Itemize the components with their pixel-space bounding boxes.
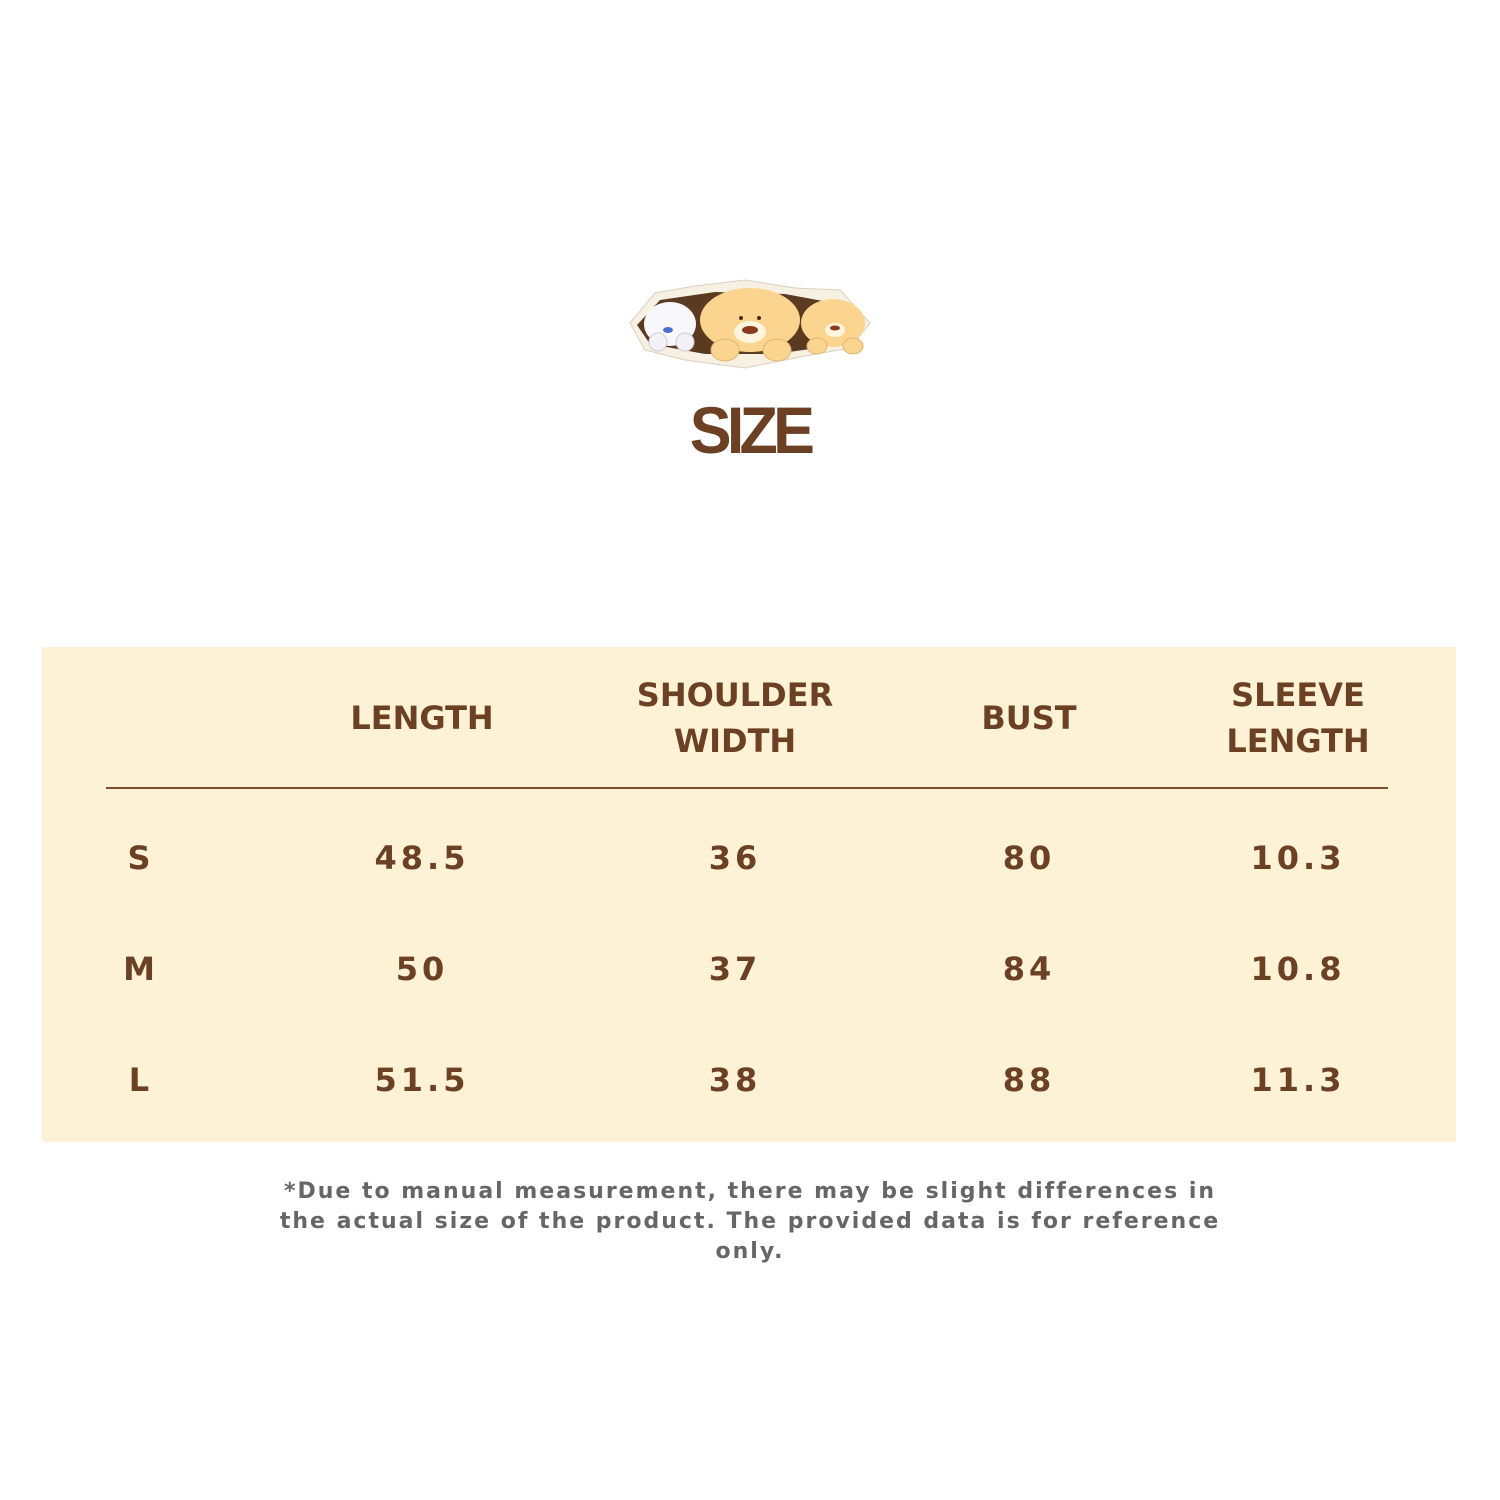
- table-cell: 37: [708, 950, 762, 988]
- bears-illustration: [629, 279, 871, 369]
- table-cell: 11.3: [1250, 1061, 1346, 1099]
- column-header: SLEEVE LENGTH: [1226, 676, 1370, 760]
- big-bear: [700, 288, 800, 362]
- column-header: LENGTH: [350, 699, 494, 737]
- table-cell: 36: [708, 839, 762, 877]
- table-cell: 51.5: [374, 1061, 470, 1099]
- table-cell: 80: [1002, 839, 1056, 877]
- size-label: M: [123, 950, 159, 988]
- small-bear: [801, 299, 865, 355]
- header-divider: [106, 787, 1388, 789]
- table-cell: 88: [1002, 1061, 1056, 1099]
- size-label: L: [128, 1061, 154, 1099]
- measurement-note: *Due to manual measurement, there may be…: [279, 1179, 1221, 1264]
- size-label: S: [127, 839, 155, 877]
- table-cell: 10.8: [1250, 950, 1346, 988]
- table-cell: 10.3: [1250, 839, 1346, 877]
- table-cell: 50: [395, 950, 449, 988]
- size-table: [42, 647, 1456, 1142]
- table-cell: 84: [1002, 950, 1056, 988]
- table-cell: 48.5: [374, 839, 470, 877]
- column-header: BUST: [981, 699, 1077, 737]
- table-cell: 38: [708, 1061, 762, 1099]
- column-header: SHOULDER WIDTH: [636, 676, 834, 760]
- page-title: SIZE: [689, 393, 815, 467]
- white-bear: [644, 302, 696, 352]
